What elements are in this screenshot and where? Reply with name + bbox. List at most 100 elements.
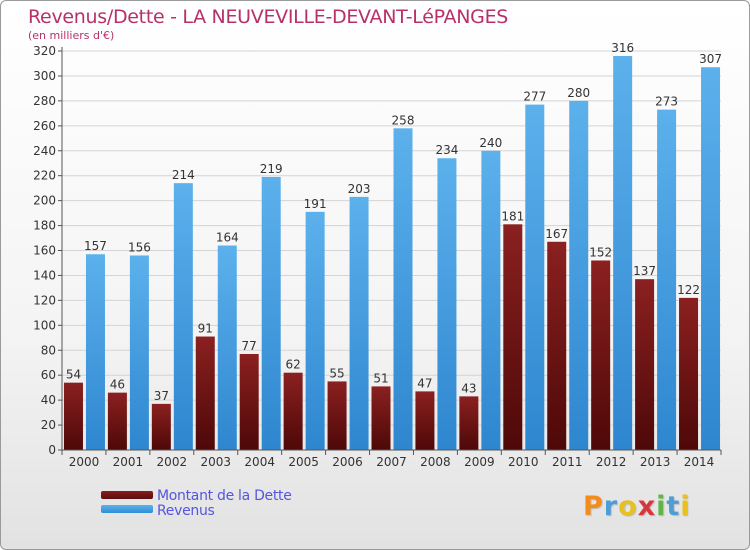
y-tick-label: 120 <box>33 293 56 307</box>
chart-subtitle: (en milliers d'€) <box>28 29 115 42</box>
bar-revenus <box>613 55 633 451</box>
data-label-revenus: 203 <box>348 182 371 196</box>
y-tick-label: 280 <box>33 94 56 108</box>
bar-dette <box>679 297 699 450</box>
x-tick-label: 2011 <box>552 455 583 469</box>
x-tick-label: 2009 <box>464 455 495 469</box>
logo-letter: P <box>583 491 604 522</box>
logo-letter: i <box>680 491 691 522</box>
y-tick-label: 300 <box>33 69 56 83</box>
gridlines <box>62 50 721 451</box>
bar-dette <box>635 279 655 450</box>
y-tick-label: 200 <box>33 194 56 208</box>
bar-revenus <box>85 254 105 450</box>
data-label-revenus: 280 <box>567 86 590 100</box>
y-tick-label: 320 <box>33 44 56 58</box>
x-tick-label: 2001 <box>113 455 144 469</box>
data-label-revenus: 156 <box>128 240 151 254</box>
data-label-dette: 77 <box>242 339 257 353</box>
data-label-dette: 167 <box>545 227 568 241</box>
data-label-revenus: 157 <box>84 239 107 253</box>
data-label-dette: 54 <box>66 368 81 382</box>
logo-letter: t <box>666 491 681 522</box>
y-tick-label: 60 <box>41 368 56 382</box>
data-label-revenus: 240 <box>479 136 502 150</box>
data-label-dette: 152 <box>589 245 612 259</box>
data-label-revenus: 258 <box>392 113 415 127</box>
bar-revenus <box>437 158 457 450</box>
x-tick-label: 2003 <box>200 455 231 469</box>
x-tick-label: 2005 <box>288 455 319 469</box>
logo-letter: i <box>656 491 667 522</box>
data-label-dette: 51 <box>373 371 388 385</box>
bar-revenus <box>349 196 369 450</box>
bar-revenus <box>261 176 281 450</box>
x-tick-label: 2012 <box>596 455 627 469</box>
bar-dette <box>591 260 611 450</box>
y-tick-label: 20 <box>41 418 56 432</box>
data-label-revenus: 277 <box>523 90 546 104</box>
bar-revenus <box>393 128 413 450</box>
y-tick-label: 160 <box>33 244 56 258</box>
bar-revenus <box>305 211 325 450</box>
bar-dette <box>503 224 523 450</box>
legend-swatch-revenus <box>101 505 153 513</box>
y-tick-label: 40 <box>41 393 56 407</box>
data-label-revenus: 219 <box>260 162 283 176</box>
data-label-dette: 137 <box>633 264 656 278</box>
proxiti-logo: Proxiti <box>583 491 691 522</box>
bar-revenus <box>129 255 149 450</box>
x-tick-label: 2007 <box>376 455 407 469</box>
legend-swatch-dette <box>101 491 153 499</box>
labels: 0 20 40 60 80 100 120 140 160 180 200 220 240 260 280 3… <box>33 41 722 469</box>
bar-revenus <box>657 109 677 451</box>
x-tick-label: 2002 <box>157 455 188 469</box>
y-tick-label: 240 <box>33 144 56 158</box>
data-label-dette: 122 <box>677 283 700 297</box>
logo-letter: r <box>603 491 619 522</box>
x-tick-label: 2008 <box>420 455 451 469</box>
legend-label-revenus: Revenus <box>157 503 215 519</box>
x-tick-label: 2014 <box>684 455 715 469</box>
x-tick-label: 2004 <box>244 455 275 469</box>
bar-dette <box>239 353 259 450</box>
data-label-dette: 181 <box>501 209 524 223</box>
bar-revenus <box>525 104 545 450</box>
x-tick-label: 2010 <box>508 455 539 469</box>
bar-revenus <box>173 183 193 450</box>
x-tick-label: 2000 <box>69 455 100 469</box>
axes <box>58 47 722 455</box>
bar-revenus <box>217 245 237 450</box>
bar-revenus <box>569 100 589 450</box>
data-label-revenus: 307 <box>699 52 722 66</box>
bar-revenus <box>701 67 721 450</box>
bar-revenus <box>481 150 501 450</box>
bar-dette <box>151 403 171 450</box>
y-tick-label: 100 <box>33 318 56 332</box>
bar-dette <box>415 391 435 450</box>
legend-label-dette: Montant de la Dette <box>157 488 292 504</box>
data-label-revenus: 191 <box>304 197 327 211</box>
x-tick-label: 2006 <box>332 455 363 469</box>
bar-dette <box>107 392 127 450</box>
data-label-dette: 91 <box>198 322 213 336</box>
chart-title: Revenus/Dette - LA NEUVEVILLE-DEVANT-LéP… <box>28 6 509 28</box>
bar-dette <box>283 372 303 450</box>
logo-letter: o <box>618 491 638 522</box>
data-label-dette: 62 <box>285 358 300 372</box>
data-label-dette: 55 <box>329 366 344 380</box>
bar-dette <box>547 241 567 450</box>
y-tick-label: 260 <box>33 119 56 133</box>
y-tick-label: 80 <box>41 343 56 357</box>
y-tick-label: 140 <box>33 268 56 282</box>
data-label-revenus: 234 <box>435 143 458 157</box>
bar-dette <box>459 396 479 450</box>
bar-dette <box>371 386 391 450</box>
data-label-dette: 43 <box>461 381 476 395</box>
y-tick-label: 220 <box>33 169 56 183</box>
y-tick-label: 0 <box>48 443 56 457</box>
data-label-dette: 47 <box>417 376 432 390</box>
bar-dette <box>327 381 347 450</box>
